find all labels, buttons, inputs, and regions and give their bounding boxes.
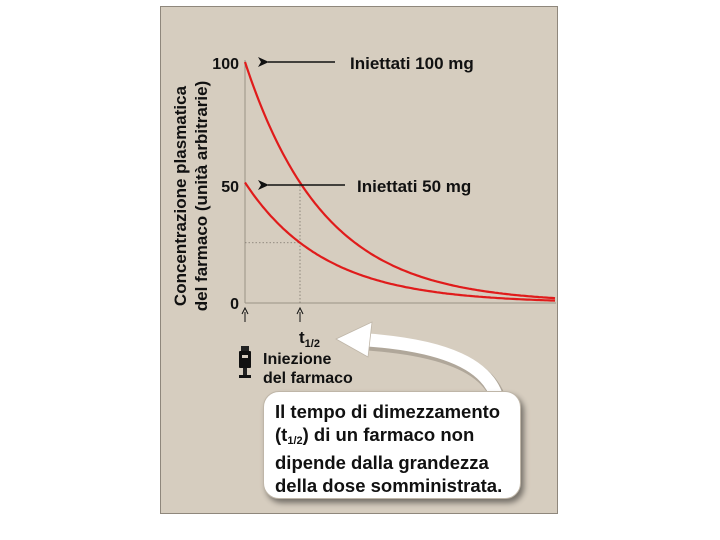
y-tick-label-0: 0: [230, 296, 239, 313]
half-life-label-t: t: [299, 328, 305, 347]
callout-line-3: dipende dalla grandezza: [275, 452, 489, 473]
syringe-icon: [239, 346, 251, 378]
curve-100mg: [243, 61, 556, 300]
injection-tick-arrowhead: [241, 306, 249, 315]
y-axis-label-line2: del farmaco (unità arbitrarie): [192, 81, 211, 312]
curve-50mg: [244, 181, 556, 302]
callout-arrow-icon: [335, 321, 507, 409]
label-injected-50mg: Iniettati 50 mg: [357, 177, 471, 196]
callout-line-4: della dose somministrata.: [275, 474, 503, 496]
half-life-label: t1/2: [299, 328, 320, 350]
label-injected-100mg: Iniettati 100 mg: [350, 54, 474, 73]
y-tick-label-100: 100: [212, 56, 239, 73]
callout-line-2-pre: (t: [275, 423, 288, 445]
callout-line-2-sub: 1/2: [287, 434, 303, 447]
callout-line-2-post: ) di un farmaco non: [302, 423, 475, 445]
callout-line-2: (t1/2) di un farmaco non: [275, 424, 520, 453]
injection-label-line1: Iniezione: [263, 351, 332, 368]
half-life-tick-arrowhead: [296, 306, 304, 315]
half-life-callout: Il tempo di dimezzamento (t1/2) di un fa…: [263, 391, 521, 499]
y-axis-label-line1: Concentrazione plasmatica: [171, 85, 190, 306]
injection-label-line2: del farmaco: [263, 370, 353, 387]
callout-line-1: Il tempo di dimezzamento: [275, 401, 501, 422]
half-life-label-sub: 1/2: [305, 338, 320, 350]
y-tick-label-50: 50: [221, 179, 239, 196]
